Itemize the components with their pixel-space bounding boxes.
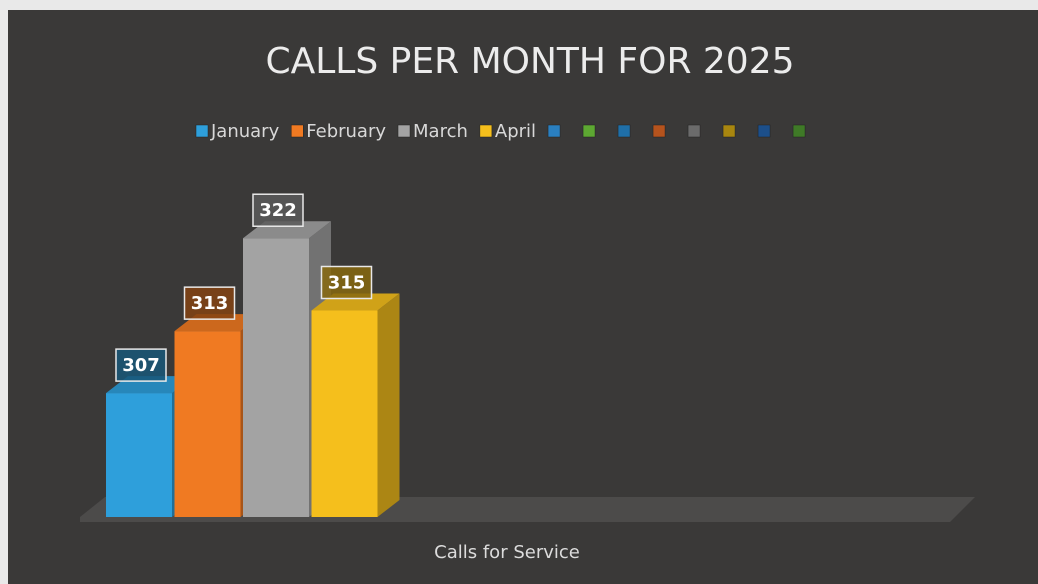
legend-swatch	[722, 124, 736, 138]
data-label-box	[183, 286, 236, 320]
bar	[311, 310, 378, 517]
legend-swatch	[547, 124, 561, 138]
data-label-box	[320, 265, 373, 300]
bar	[243, 238, 309, 517]
legend-swatch	[687, 124, 701, 138]
bar	[174, 331, 241, 517]
data-label-box	[115, 348, 167, 382]
legend-swatch	[652, 124, 666, 138]
legend-label: April	[495, 121, 536, 142]
legend-label: January	[210, 121, 280, 142]
legend-swatch	[617, 124, 631, 138]
data-label: 307	[122, 355, 160, 376]
legend-swatch	[757, 124, 771, 138]
data-label: 313	[191, 293, 229, 314]
bar-side	[377, 293, 400, 517]
data-label: 315	[328, 273, 366, 294]
x-tick-label: Calls for Service	[434, 542, 580, 563]
chart-title: CALLS PER MONTH FOR 2025	[265, 41, 794, 82]
data-label-box	[252, 193, 304, 227]
legend-label: March	[413, 121, 468, 142]
legend-label: February	[306, 121, 386, 142]
data-label: 322	[259, 200, 297, 221]
legend-swatch	[195, 124, 209, 138]
legend-swatch	[291, 124, 304, 138]
legend-swatch	[397, 124, 411, 138]
legend-swatch	[479, 124, 493, 138]
legend-swatch	[792, 124, 806, 138]
bar	[106, 393, 172, 517]
legend-swatch	[582, 124, 596, 138]
